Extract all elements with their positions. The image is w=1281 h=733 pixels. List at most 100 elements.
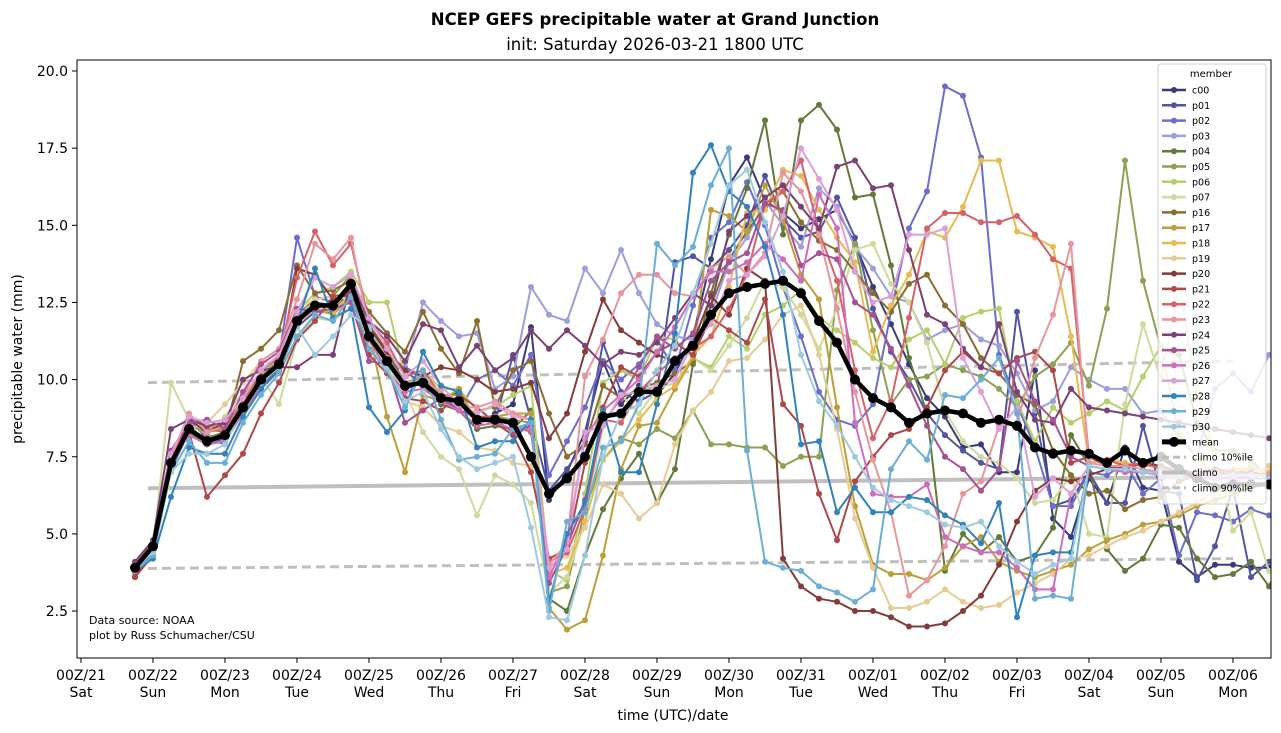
series-point-p17 xyxy=(402,469,408,476)
series-point-p03 xyxy=(1104,385,1110,392)
series-point-p21 xyxy=(330,293,336,300)
legend-entry-p17: p17 xyxy=(1162,223,1210,234)
series-point-p01 xyxy=(1212,543,1218,550)
series-point-p21 xyxy=(1050,367,1056,374)
series-point-p01 xyxy=(762,172,768,179)
series-point-p30 xyxy=(1122,466,1128,473)
series-point-p23 xyxy=(312,240,318,247)
series-point-p25 xyxy=(978,487,984,494)
legend-entry-climo: climo xyxy=(1162,468,1218,479)
series-point-p24 xyxy=(240,376,246,383)
series-point-p24 xyxy=(420,321,426,328)
series-point-p19 xyxy=(672,441,678,448)
series-point-p29 xyxy=(222,459,228,466)
series-point-p30 xyxy=(222,441,228,448)
series-point-p23 xyxy=(654,271,660,278)
legend-entry-p04: p04 xyxy=(1162,147,1210,158)
series-point-p23 xyxy=(924,577,930,584)
series-point-p30 xyxy=(942,521,948,528)
series-point-p24 xyxy=(654,339,660,346)
series-point-p29 xyxy=(474,453,480,460)
series-point-p27 xyxy=(1032,493,1038,500)
series-point-p04 xyxy=(852,194,858,201)
series-point-p04 xyxy=(906,355,912,361)
series-point-p16 xyxy=(312,290,318,297)
x-tick-label-day: Thu xyxy=(427,685,454,701)
series-point-p02 xyxy=(960,92,966,99)
series-point-p23 xyxy=(834,305,840,312)
series-point-p28 xyxy=(384,429,390,436)
x-tick-label-day: Tue xyxy=(788,685,813,701)
legend-label: p19 xyxy=(1192,254,1210,265)
legend-label: p23 xyxy=(1192,315,1210,326)
series-point-p24 xyxy=(168,426,174,432)
series-point-p05 xyxy=(996,385,1002,392)
mean-point xyxy=(238,402,248,413)
series-point-p28 xyxy=(852,484,858,491)
series-point-p28 xyxy=(780,311,786,318)
series-point-p21 xyxy=(258,410,264,417)
series-point-p24 xyxy=(744,213,750,219)
x-tick-label-day: Fri xyxy=(505,685,522,701)
series-point-p02 xyxy=(726,219,732,226)
series-point-p29 xyxy=(294,333,300,340)
series-point-p22 xyxy=(294,274,300,281)
legend-label: p30 xyxy=(1192,422,1210,433)
series-point-p25 xyxy=(834,256,840,263)
mean-point xyxy=(976,417,986,428)
series-point-p30 xyxy=(798,351,804,358)
series-point-p17 xyxy=(1104,537,1110,544)
series-point-p18 xyxy=(996,157,1002,164)
series-point-c00 xyxy=(708,256,714,263)
series-point-p25 xyxy=(942,453,948,460)
series-point-p21 xyxy=(240,450,246,457)
series-point-p17 xyxy=(726,213,732,219)
series-point-p07 xyxy=(1122,401,1128,408)
series-point-p27 xyxy=(870,299,876,306)
legend-label: p04 xyxy=(1192,147,1210,158)
series-point-p17 xyxy=(1068,561,1074,568)
series-point-p30 xyxy=(474,466,480,473)
x-tick-label-time: 00Z/28 xyxy=(560,668,610,684)
mean-point xyxy=(364,331,374,342)
legend-label: p07 xyxy=(1192,193,1210,204)
series-point-p07 xyxy=(888,280,894,287)
series-point-p03 xyxy=(996,342,1002,349)
x-tick-label-time: 00Z/22 xyxy=(128,668,178,684)
series-point-p02 xyxy=(528,351,534,358)
series-point-p16 xyxy=(906,280,912,287)
series-point-p21 xyxy=(132,574,138,581)
series-point-c00 xyxy=(870,284,876,290)
series-point-p01 xyxy=(870,305,876,312)
series-point-p07 xyxy=(1050,497,1056,503)
series-point-p27 xyxy=(582,429,588,436)
series-point-p27 xyxy=(906,231,912,238)
series-point-p03 xyxy=(1122,385,1128,392)
series-point-p17 xyxy=(636,422,642,429)
x-tick-label-day: Sun xyxy=(644,685,671,701)
series-point-p06 xyxy=(960,314,966,321)
series-point-p30 xyxy=(312,351,318,358)
series-point-p05 xyxy=(564,583,570,590)
series-point-p06 xyxy=(996,305,1002,312)
series-point-p05 xyxy=(708,441,714,448)
series-point-p03 xyxy=(1050,398,1056,405)
mean-point xyxy=(796,288,806,299)
legend-entry-p28: p28 xyxy=(1162,392,1210,403)
series-point-p27 xyxy=(618,392,624,398)
series-point-p22 xyxy=(1014,213,1020,219)
series-point-p04 xyxy=(798,117,804,124)
series-point-p29 xyxy=(960,395,966,402)
series-point-p24 xyxy=(834,163,840,170)
series-point-p29 xyxy=(924,456,930,463)
plot-credit-note: plot by Russ Schumacher/CSU xyxy=(89,629,255,642)
series-point-p02 xyxy=(582,404,588,411)
series-point-p29 xyxy=(240,419,246,426)
mean-point xyxy=(490,414,500,425)
legend-label: p25 xyxy=(1192,346,1210,357)
series-point-p03 xyxy=(816,185,822,192)
legend-marker xyxy=(1171,393,1177,399)
series-point-p23 xyxy=(1032,355,1038,361)
series-point-p22 xyxy=(1050,256,1056,263)
y-tick-label: 17.5 xyxy=(37,141,68,157)
